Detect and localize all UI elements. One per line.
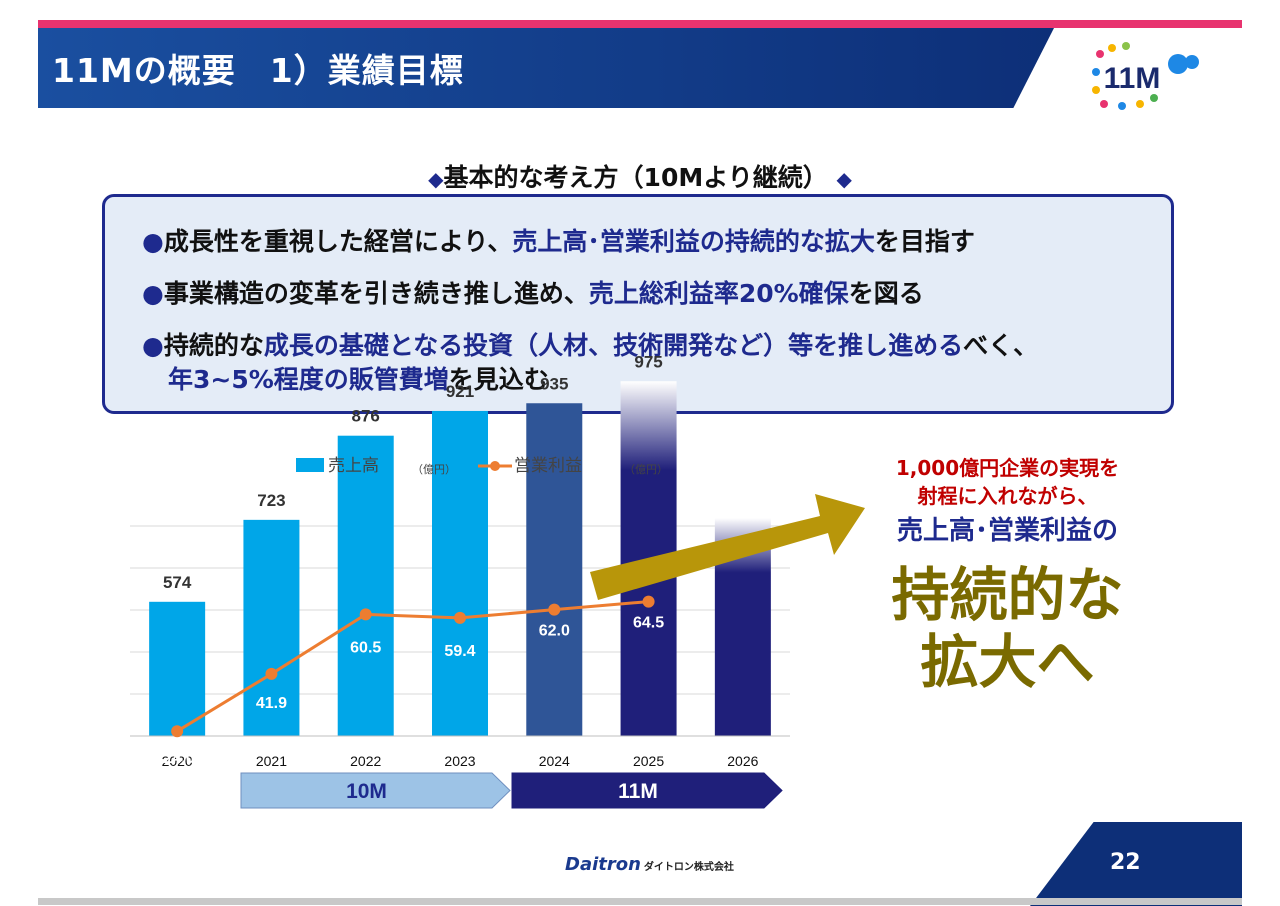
profit-label-2023: 59.4 — [444, 643, 475, 660]
period-label-10M: 10M — [346, 780, 387, 803]
bullet-1: ●成長性を重視した経営により、売上高･営業利益の持続的な拡大を目指す — [142, 227, 975, 256]
bar-2024 — [526, 403, 583, 736]
legend-sales: 売上高 — [328, 456, 379, 476]
message-line-5: 拡大へ — [920, 628, 1095, 696]
x-tick-2025: 2025 — [633, 753, 664, 769]
legend-point-profit — [490, 461, 500, 471]
bar-2022 — [337, 435, 394, 736]
bullet-dot-icon: ● — [142, 279, 164, 308]
profit-point-2021 — [265, 667, 278, 680]
profit-label-2024: 62.0 — [539, 623, 570, 640]
legend-profit: 営業利益 — [514, 456, 582, 476]
profit-point-2025 — [642, 595, 655, 608]
logo-text: 11M — [1104, 62, 1161, 95]
company-brand: Daitron ダイトロン株式会社 — [565, 854, 734, 875]
profit-point-2020 — [171, 725, 184, 738]
profit-line — [176, 600, 649, 733]
bar-label-2021: 723 — [257, 491, 285, 510]
profit-point-2024 — [548, 603, 561, 616]
growth-arrow — [590, 494, 865, 600]
subheading-text: 基本的な考え方（10Mより継続） — [443, 163, 828, 192]
profit-label-2020: 24.0 — [164, 750, 195, 767]
x-tick-2022: 2022 — [350, 753, 381, 769]
header-accent-line — [38, 20, 1242, 28]
x-tick-2021: 2021 — [256, 753, 287, 769]
bar-label-2020: 574 — [163, 573, 192, 592]
bullet-3: ●持続的な成長の基礎となる投資（人材、技術開発など）等を推し進めるべく、 — [142, 331, 1039, 360]
bullet-2: ●事業構造の変革を引き続き推し進め、売上総利益率20%確保を図る — [142, 279, 924, 308]
bar-label-2024: 935 — [540, 374, 568, 393]
bar-label-2023: 921 — [446, 382, 474, 401]
profit-label-2025: 64.5 — [633, 615, 664, 632]
bullet-3-cont: 年3~5%程度の販管費増を見込む — [168, 365, 549, 394]
message-line-1: 1,000億円企業の実現を — [895, 456, 1120, 480]
bar-2021 — [243, 519, 300, 736]
bullet-dot-icon: ● — [142, 331, 164, 360]
bullet-dot-icon: ● — [142, 227, 164, 256]
bar-label-2025: 975 — [634, 352, 662, 371]
profit-label-2022: 60.5 — [350, 639, 381, 656]
profit-label-2021: 41.9 — [256, 695, 287, 712]
x-tick-2026: 2026 — [727, 753, 758, 769]
legend-swatch-sales — [296, 458, 324, 472]
header-bar — [38, 28, 1054, 108]
period-arrow-11M — [511, 772, 783, 809]
x-tick-2020: 2020 — [162, 753, 193, 769]
diamond-icon: ◆ — [428, 167, 444, 191]
legend-sales-unit: （億円） — [412, 463, 456, 476]
legend-profit-unit: （億円） — [624, 463, 668, 476]
diamond-icon: ◆ — [836, 167, 852, 191]
bar-2020 — [149, 601, 206, 736]
message-line-3: 売上高･営業利益の — [896, 516, 1118, 546]
period-arrow-10M — [240, 772, 511, 809]
message-line-2: 射程に入れながら、 — [917, 484, 1098, 508]
x-tick-2023: 2023 — [444, 753, 475, 769]
x-tick-2024: 2024 — [539, 753, 570, 769]
subheading: ◆基本的な考え方（10Mより継続） ◆ — [0, 158, 1280, 194]
profit-point-2022 — [359, 608, 372, 621]
period-label-11M: 11M — [618, 780, 658, 803]
profit-point-2023 — [454, 611, 466, 624]
page-number: 22 — [1110, 850, 1141, 875]
footer-line — [38, 898, 1242, 905]
message-line-4: 持続的な — [891, 561, 1124, 629]
bar-2023 — [432, 410, 488, 736]
company-logo: 11M — [1092, 42, 1199, 110]
page-title: 11Mの概要 1）業績目標 — [52, 51, 464, 90]
bar-label-2022: 876 — [352, 407, 380, 426]
